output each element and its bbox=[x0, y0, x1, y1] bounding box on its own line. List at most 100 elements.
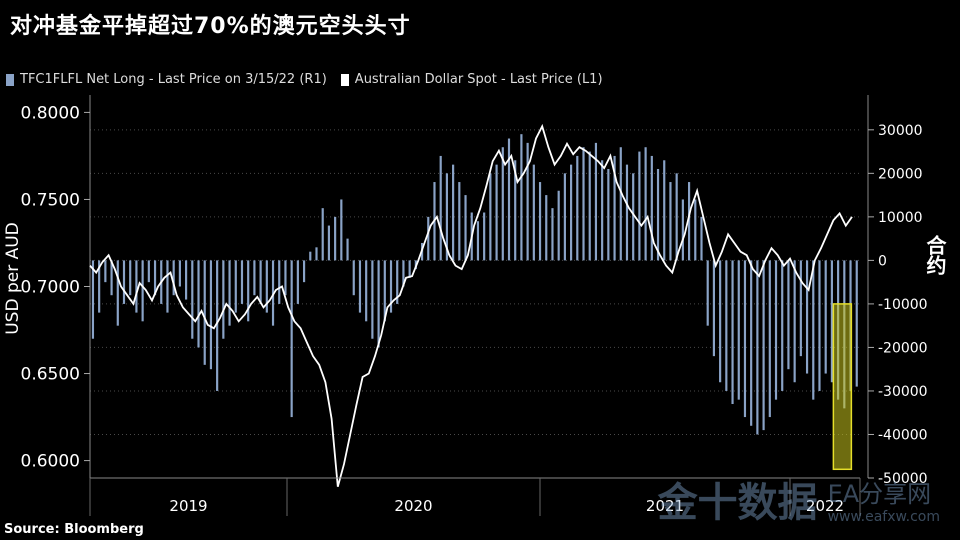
bar-111 bbox=[781, 260, 784, 391]
bar-41 bbox=[346, 238, 349, 261]
bar-29 bbox=[271, 260, 275, 326]
bar-28 bbox=[265, 260, 268, 313]
bar-34 bbox=[302, 260, 306, 283]
bar-45 bbox=[371, 260, 374, 339]
right-tick-label-8: -50000 bbox=[878, 471, 928, 487]
bar-36 bbox=[315, 247, 318, 261]
bar-70 bbox=[526, 142, 529, 261]
bar-64 bbox=[489, 173, 492, 261]
bar-95 bbox=[681, 199, 684, 261]
highlight-box bbox=[832, 303, 853, 471]
bar-12 bbox=[166, 260, 169, 313]
bar-22 bbox=[228, 260, 231, 326]
bar-13 bbox=[172, 260, 175, 296]
bar-81 bbox=[594, 142, 598, 261]
bar-100 bbox=[712, 260, 716, 357]
bar-86 bbox=[625, 164, 629, 261]
bar-56 bbox=[439, 155, 442, 261]
bar-19 bbox=[209, 260, 213, 370]
bar-99 bbox=[706, 260, 709, 326]
bar-9 bbox=[147, 260, 150, 283]
bar-102 bbox=[725, 260, 728, 391]
bar-112 bbox=[787, 260, 790, 370]
right-tick-label-6: -30000 bbox=[878, 384, 928, 400]
bar-57 bbox=[445, 173, 448, 261]
bar-113 bbox=[793, 260, 796, 383]
bar-78 bbox=[576, 155, 579, 261]
legend-label-line: Australian Dollar Spot - Last Price (L1) bbox=[354, 72, 603, 87]
bar-105 bbox=[743, 260, 747, 418]
bar-47 bbox=[383, 260, 386, 322]
bar-8 bbox=[141, 260, 144, 322]
bar-38 bbox=[327, 225, 331, 261]
right-tick-label-3: 0 bbox=[878, 253, 887, 269]
bar-110 bbox=[774, 260, 778, 400]
bar-24 bbox=[240, 260, 244, 304]
bar-96 bbox=[687, 182, 691, 261]
bar-93 bbox=[669, 182, 672, 261]
chart-title: 对冲基金平掉超过70%的澳元空头头寸 bbox=[10, 14, 411, 39]
legend-item-bars: TFC1FLFL Net Long - Last Price on 3/15/2… bbox=[6, 72, 327, 87]
bar-4 bbox=[116, 260, 119, 326]
bar-27 bbox=[259, 260, 262, 304]
bar-23 bbox=[234, 260, 237, 313]
bar-18 bbox=[203, 260, 206, 365]
bar-31 bbox=[284, 260, 287, 296]
bar-43 bbox=[358, 260, 362, 313]
bar-80 bbox=[588, 151, 591, 261]
left-tick-label-4: 0.6000 bbox=[21, 452, 80, 472]
bar-54 bbox=[427, 216, 430, 261]
bar-3 bbox=[110, 260, 113, 296]
bar-2 bbox=[104, 260, 107, 283]
bar-90 bbox=[650, 155, 653, 261]
bar-37 bbox=[321, 208, 324, 261]
bar-106 bbox=[750, 260, 753, 426]
bar-65 bbox=[495, 164, 498, 261]
bar-33 bbox=[296, 260, 299, 304]
bar-118 bbox=[824, 260, 827, 374]
x-label-2020: 2020 bbox=[394, 497, 432, 515]
bar-30 bbox=[278, 260, 281, 304]
left-tick-label-1: 0.7500 bbox=[21, 190, 80, 210]
bar-97 bbox=[694, 199, 697, 261]
watermark: 金十数据 EA分享网 www.eafxw.com bbox=[658, 470, 940, 528]
bar-88 bbox=[638, 151, 641, 261]
bar-117 bbox=[818, 260, 821, 391]
bar-68 bbox=[514, 160, 517, 261]
bar-77 bbox=[570, 164, 573, 261]
bar-82 bbox=[601, 160, 604, 261]
bar-85 bbox=[619, 147, 622, 261]
right-tick-label-2: 10000 bbox=[878, 210, 923, 226]
bar-15 bbox=[185, 260, 188, 300]
x-label-2019: 2019 bbox=[169, 497, 207, 515]
watermark-sub: EA分享网 bbox=[827, 479, 932, 508]
bar-10 bbox=[153, 260, 157, 296]
bar-76 bbox=[563, 173, 566, 261]
x-label-2021: 2021 bbox=[646, 497, 684, 515]
right-tick-label-1: 20000 bbox=[878, 166, 923, 182]
bar-59 bbox=[458, 182, 461, 261]
bar-69 bbox=[520, 134, 523, 261]
bar-116 bbox=[812, 260, 815, 400]
bar-6 bbox=[129, 260, 132, 296]
bar-89 bbox=[644, 147, 647, 261]
legend-label-bars: TFC1FLFL Net Long - Last Price on 3/15/2… bbox=[20, 72, 327, 87]
bar-21 bbox=[222, 260, 225, 339]
bar-79 bbox=[582, 147, 585, 261]
bar-119 bbox=[830, 260, 833, 383]
bar-40 bbox=[340, 199, 343, 261]
left-tick-label-0: 0.8000 bbox=[21, 103, 80, 123]
bar-92 bbox=[663, 160, 666, 261]
bar-49 bbox=[396, 260, 399, 304]
bar-75 bbox=[557, 190, 560, 261]
bar-20 bbox=[216, 260, 219, 391]
bar-107 bbox=[756, 260, 759, 435]
bar-42 bbox=[352, 260, 355, 296]
bar-84 bbox=[613, 155, 616, 261]
bar-66 bbox=[501, 147, 504, 261]
bar-114 bbox=[799, 260, 802, 357]
watermark-url: www.eafxw.com bbox=[827, 508, 940, 525]
bar-51 bbox=[408, 260, 411, 278]
bar-35 bbox=[309, 251, 312, 261]
